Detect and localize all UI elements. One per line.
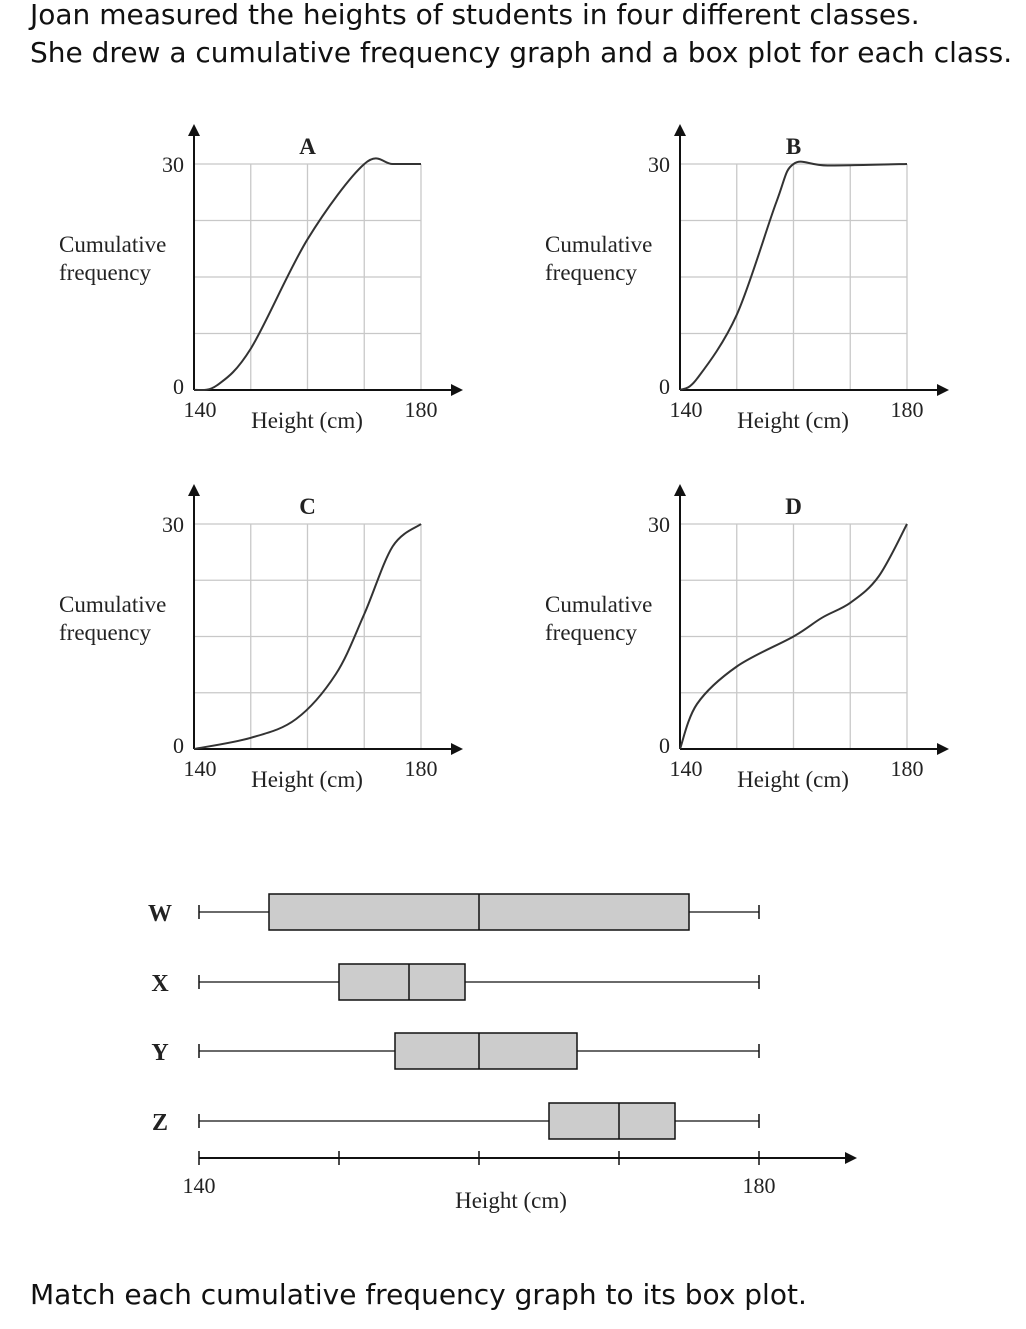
box-x-tick-label: 140 [183, 1173, 216, 1198]
x-axis-label: Height (cm) [737, 767, 849, 792]
cumulative-frequency-curve [193, 157, 421, 392]
box-plot-w: W [148, 893, 760, 931]
x-axis-arrow [937, 384, 949, 396]
x-axis-arrow [451, 384, 463, 396]
x-axis-arrow [937, 743, 949, 755]
box [394, 1032, 578, 1070]
y-axis-label: frequency [59, 260, 151, 285]
x-tick-label: 140 [670, 397, 703, 422]
cumulative-frequency-curve [679, 160, 908, 391]
cumulative-frequency-curve [193, 523, 422, 750]
y-axis-label: Cumulative [59, 592, 166, 617]
y-axis-label: Cumulative [59, 232, 166, 257]
y-axis-arrow [674, 484, 686, 496]
y-tick-label: 30 [648, 152, 670, 177]
y-tick-label: 0 [173, 374, 184, 399]
question-intro: Joan measured the heights of students in… [30, 0, 1020, 72]
x-axis-arrow [451, 743, 463, 755]
y-axis-arrow [188, 124, 200, 136]
box-x-tick-label: 180 [743, 1173, 776, 1198]
box-x-axis-label: Height (cm) [455, 1188, 567, 1213]
intro-line-2: She drew a cumulative frequency graph an… [30, 36, 1013, 69]
y-axis-label: Cumulative [545, 592, 652, 617]
box-plot-label: Y [151, 1040, 168, 1066]
x-axis-label: Height (cm) [737, 408, 849, 433]
y-axis-label: frequency [545, 620, 637, 645]
y-tick-label: 0 [659, 733, 670, 758]
graph-title: C [299, 494, 316, 519]
x-tick-label: 180 [891, 397, 924, 422]
box-plots: W X Y Z 140 180 Height (cm) [148, 893, 857, 1213]
x-axis-label: Height (cm) [251, 408, 363, 433]
y-tick-label: 30 [162, 512, 184, 537]
x-tick-label: 180 [405, 756, 438, 781]
y-tick-label: 0 [659, 374, 670, 399]
cumulative-frequency-curve [679, 523, 908, 750]
box-x-axis-arrow [845, 1152, 857, 1164]
x-tick-label: 140 [184, 756, 217, 781]
y-tick-label: 30 [648, 512, 670, 537]
intro-line-1: Joan measured the heights of students in… [30, 0, 920, 31]
graph-title: D [785, 494, 802, 519]
graph-title: A [299, 134, 316, 159]
y-axis-label: Cumulative [545, 232, 652, 257]
box [548, 1102, 676, 1140]
box-plot-label: W [148, 901, 172, 927]
box-plot-x: X [151, 963, 760, 1001]
graph-title: B [786, 134, 801, 159]
y-axis-label: frequency [545, 260, 637, 285]
y-axis-label: frequency [59, 620, 151, 645]
y-tick-label: 30 [162, 152, 184, 177]
x-axis-label: Height (cm) [251, 767, 363, 792]
question-prompt: Match each cumulative frequency graph to… [30, 1278, 807, 1311]
box-plot-z: Z [152, 1102, 760, 1140]
box-plot-label: Z [152, 1110, 168, 1136]
box-plot-label: X [151, 971, 169, 997]
box-plot-y: Y [151, 1032, 760, 1070]
x-tick-label: 140 [670, 756, 703, 781]
y-axis-arrow [188, 484, 200, 496]
x-tick-label: 180 [405, 397, 438, 422]
x-tick-label: 180 [891, 756, 924, 781]
x-tick-label: 140 [184, 397, 217, 422]
box [338, 963, 466, 1001]
y-tick-label: 0 [173, 733, 184, 758]
y-axis-arrow [674, 124, 686, 136]
